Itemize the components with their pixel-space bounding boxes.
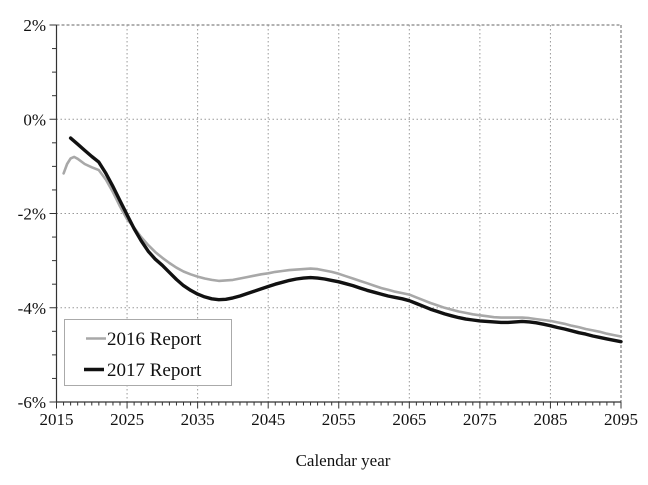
x-tick-label: 2045 [251,410,285,429]
y-tick-label: -2% [18,205,46,224]
x-tick-label: 2025 [110,410,144,429]
legend-label-2016-report: 2016 Report [107,329,202,350]
x-tick-label: 2085 [533,410,567,429]
series-line-2016-report [62,155,623,338]
data-series-lines [62,136,623,344]
y-tick-label: 2% [23,16,46,35]
tick-labels: 2% 0% -2% -4% -6%2015 2025 2035 2045 2055 2065 207… [18,16,638,429]
x-tick-label: 2095 [604,410,638,429]
legend-label-2017-report: 2017 Report [107,360,202,381]
series-line-2017-report [68,136,623,344]
axes-and-ticks [49,24,622,409]
x-tick-label: 2015 [40,410,74,429]
x-tick-label: 2065 [392,410,426,429]
x-tick-label: 2075 [463,410,497,429]
y-tick-label: -6% [18,393,46,412]
x-tick-label: 2055 [322,410,356,429]
x-axis-title: Calendar year [296,451,391,470]
y-tick-label: -4% [18,299,46,318]
legend-box [64,319,232,386]
legend: 2016 Report 2017 Report [64,319,232,386]
y-tick-label: 0% [23,110,46,129]
x-tick-label: 2035 [181,410,215,429]
